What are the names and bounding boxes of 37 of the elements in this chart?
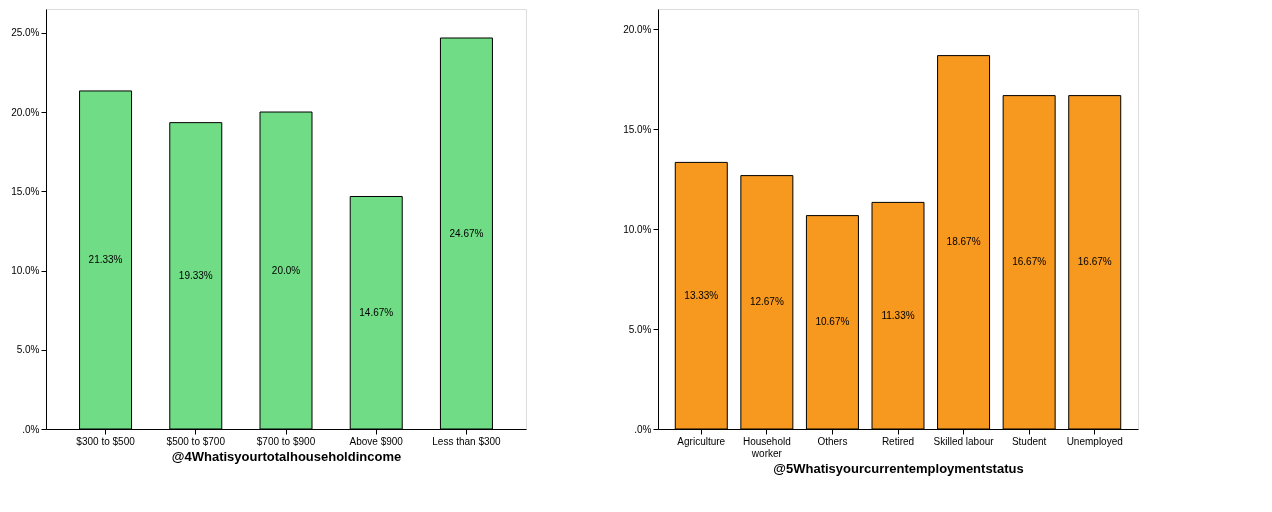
data-label: 21.33%	[88, 253, 123, 265]
x-tick-label: Retired	[881, 435, 915, 447]
data-label: 14.67%	[359, 306, 394, 318]
x-tick-label: Student	[1011, 435, 1047, 447]
x-axis-title: @5Whatisyourcurrentemploymentstatus	[773, 460, 1024, 476]
x-tick-label: Household worker	[742, 435, 791, 459]
y-tick-label: 15.0%	[623, 123, 652, 135]
y-tick-label: 15.0%	[11, 185, 40, 197]
x-tick-label: Agriculture	[677, 435, 726, 447]
y-tick-label: 25.0%	[11, 27, 40, 39]
x-tick-label: Above $900	[349, 435, 404, 447]
y-tick-label: .0%	[634, 423, 652, 435]
data-label: 20.0%	[271, 264, 301, 276]
data-label: 13.33%	[684, 289, 719, 301]
x-axis-title: @4Whatisyourtotalhouseholdincome	[171, 448, 402, 464]
y-tick-label: 5.0%	[628, 323, 652, 335]
y-tick-label: 10.0%	[11, 265, 40, 277]
y-tick-label: 5.0%	[16, 344, 40, 356]
x-tick-label: $700 to $900	[256, 435, 316, 447]
data-label: 24.67%	[449, 227, 484, 239]
data-label: 16.67%	[1012, 256, 1047, 268]
data-label: 11.33%	[881, 309, 915, 321]
data-label: 19.33%	[178, 269, 213, 281]
data-label: 18.67%	[946, 236, 981, 248]
data-label: 16.67%	[1077, 256, 1112, 268]
data-label: 10.67%	[815, 316, 850, 328]
x-tick-label: Others	[817, 435, 848, 447]
y-tick-label: .0%	[22, 423, 40, 435]
x-tick-label: Skilled labour	[933, 435, 995, 447]
data-label: 12.67%	[749, 296, 784, 308]
x-tick-label: Unemployed	[1066, 435, 1123, 447]
y-tick-label: 20.0%	[623, 23, 652, 35]
x-tick-label: Less than $300	[432, 435, 502, 447]
y-tick-label: 20.0%	[11, 106, 40, 118]
y-tick-label: 10.0%	[623, 223, 652, 235]
x-tick-label: $300 to $500	[76, 435, 136, 447]
x-tick-label: $500 to $700	[166, 435, 226, 447]
